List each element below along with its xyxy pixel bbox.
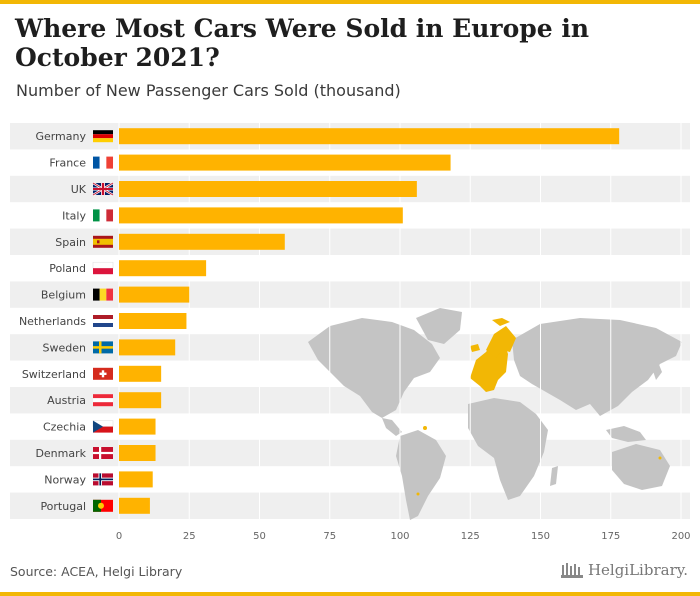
map-scandinavia: [486, 326, 516, 358]
category-label: Switzerland: [22, 368, 86, 381]
flag-germany-icon: [93, 130, 113, 143]
source-note: Source: ACEA, Helgi Library: [10, 564, 183, 579]
category-label: Sweden: [43, 341, 86, 354]
chart-title: Where Most Cars Were Sold in Europe in O…: [15, 14, 590, 72]
x-tick-label: 75: [323, 531, 336, 542]
world-map: [308, 308, 682, 520]
bar-italy: [119, 207, 403, 224]
x-tick-label: 100: [390, 531, 409, 542]
bar-france: [119, 154, 451, 171]
bar-belgium: [119, 286, 190, 303]
map-french-guiana: [423, 426, 427, 430]
map-falklands: [416, 492, 420, 496]
x-tick-label: 125: [461, 531, 480, 542]
map-central-america: [382, 418, 402, 436]
x-tick-label: 0: [116, 531, 122, 542]
x-tick-label: 25: [183, 531, 196, 542]
bar-denmark: [119, 445, 156, 461]
category-label: Czechia: [43, 421, 86, 434]
flag-italy-icon: [93, 209, 114, 222]
map-north-america: [308, 318, 440, 418]
category-label: Norway: [44, 473, 86, 486]
bar-uk: [119, 181, 417, 197]
flag-austria-icon: [93, 394, 113, 407]
map-asia: [512, 318, 682, 416]
x-tick-label: 50: [253, 531, 266, 542]
x-tick-label: 150: [531, 531, 550, 542]
category-label: Netherlands: [19, 315, 86, 328]
flag-norway-icon: [93, 473, 113, 486]
top-accent-bar: [0, 0, 700, 4]
brand-logo: HelgiLibrary.: [560, 561, 688, 579]
map-greenland: [416, 308, 462, 344]
bar-netherlands: [119, 313, 187, 329]
x-tick-label: 200: [671, 531, 690, 542]
category-label: UK: [71, 183, 87, 196]
bar-austria: [119, 392, 162, 409]
flag-belgium-icon: [93, 288, 114, 301]
bar-norway: [119, 471, 153, 488]
map-australia: [612, 444, 670, 490]
category-label: Italy: [62, 209, 86, 222]
bar-portugal: [119, 497, 150, 514]
flag-switzerland-icon: [93, 367, 113, 380]
category-label: France: [49, 157, 86, 170]
category-label: Germany: [35, 130, 86, 143]
chart-subtitle: Number of New Passenger Cars Sold (thous…: [16, 81, 401, 100]
map-iceland: [470, 344, 480, 352]
flag-uk-icon: [92, 181, 114, 197]
map-south-america: [396, 430, 446, 520]
flag-netherlands-icon: [93, 315, 113, 327]
category-label: Poland: [49, 262, 86, 275]
flag-czechia-icon: [92, 420, 114, 433]
flag-sweden-icon: [93, 341, 113, 354]
flag-france-icon: [93, 156, 114, 169]
x-tick-label: 175: [601, 531, 620, 542]
library-icon: [560, 563, 583, 578]
bar-poland: [119, 260, 207, 277]
brand-name: HelgiLibrary.: [587, 561, 688, 579]
bar-sweden: [119, 339, 176, 356]
map-new-caledonia: [658, 456, 662, 460]
bar-switzerland: [119, 365, 162, 382]
category-label: Spain: [55, 236, 86, 249]
map-indonesia: [606, 426, 646, 442]
map-madagascar: [550, 466, 558, 486]
map-africa: [468, 398, 548, 500]
flag-portugal-icon: [93, 499, 113, 512]
flag-denmark-icon: [93, 447, 113, 459]
category-label: Portugal: [40, 500, 86, 513]
bottom-accent-bar: [0, 592, 700, 596]
map-japan: [652, 362, 662, 380]
bar-chart: Germany France UK Italy Spain Poland Belgium Ne…: [10, 123, 691, 542]
bar-spain: [119, 233, 285, 250]
category-label: Denmark: [35, 447, 86, 460]
category-label: Austria: [47, 394, 86, 407]
map-svalbard: [492, 318, 510, 326]
flag-poland-icon: [92, 261, 114, 275]
bar-germany: [119, 128, 620, 145]
flag-spain-icon: [93, 235, 113, 248]
category-label: Belgium: [41, 289, 86, 302]
bar-czechia: [119, 418, 156, 435]
